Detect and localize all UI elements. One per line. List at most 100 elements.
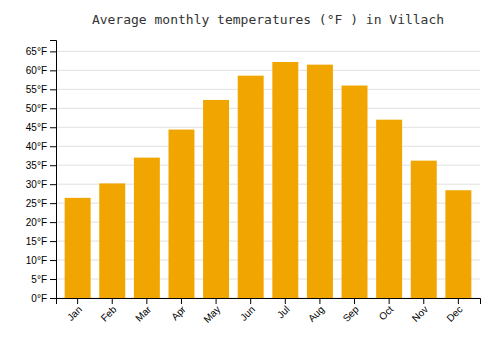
- y-tick: 25°F: [26, 198, 56, 209]
- y-tick-label: 55°F: [26, 84, 47, 95]
- x-tick-mark: [181, 298, 182, 304]
- chart: 0°F 5°F 10°F 15°F 20°F 25°F 30°F 35°F 40°F 45°F 50…: [0, 0, 500, 350]
- y-tick-mark: [50, 241, 56, 242]
- x-tick-label: Feb: [99, 303, 119, 323]
- x-tick-label: Nov: [410, 304, 430, 324]
- y-tick-mark: [50, 165, 56, 166]
- bar: [411, 161, 437, 298]
- x-tick-label: Dec: [444, 304, 464, 324]
- bar: [342, 86, 368, 298]
- y-tick: 20°F: [26, 217, 56, 228]
- y-tick: 30°F: [26, 179, 56, 190]
- x-tick-label: Aug: [306, 304, 326, 324]
- x-axis: JanFebMarAprMayJunJulAugSepOctNovDec: [57, 298, 481, 325]
- x-tick-mark: [285, 298, 286, 304]
- y-tick: 45°F: [26, 122, 56, 133]
- y-tick-label: 35°F: [26, 160, 47, 171]
- bar: [168, 130, 194, 298]
- x-tick: Oct: [377, 298, 396, 322]
- y-tick-label: 15°F: [26, 236, 47, 247]
- bar: [134, 158, 160, 298]
- y-tick-label: 65°F: [26, 46, 47, 57]
- bar: [238, 76, 264, 298]
- x-tick: Dec: [444, 298, 464, 324]
- y-tick: 55°F: [26, 84, 56, 95]
- x-tick-mark: [423, 298, 424, 304]
- x-tick-label: Sep: [341, 303, 362, 324]
- x-tick: Apr: [169, 298, 188, 322]
- x-tick: Sep: [341, 298, 362, 324]
- y-tick: 35°F: [26, 160, 56, 171]
- x-tick-label: Apr: [169, 303, 188, 322]
- y-tick-mark: [50, 222, 56, 223]
- x-tick-mark: [319, 298, 320, 304]
- x-tick-label: Jan: [65, 304, 84, 323]
- bar: [376, 120, 402, 298]
- x-tick-label: May: [201, 304, 222, 325]
- y-tick: 5°F: [31, 274, 56, 285]
- bar: [272, 62, 298, 298]
- x-tick-mark: [112, 298, 113, 304]
- bar: [307, 65, 333, 298]
- y-tick: 40°F: [26, 141, 56, 152]
- y-tick: 65°F: [26, 46, 56, 57]
- x-tick-mark: [354, 298, 355, 304]
- y-tick-mark: [50, 203, 56, 204]
- x-tick-label: Jun: [238, 304, 257, 323]
- x-tick-mark: [146, 298, 147, 304]
- y-axis-line: [50, 41, 57, 299]
- y-tick-label: 30°F: [26, 179, 47, 190]
- title: Average monthly temperatures (°F ) in Vi…: [92, 12, 444, 27]
- grid-line: [56, 89, 480, 90]
- bar: [65, 198, 91, 298]
- x-tick-mark: [216, 298, 217, 304]
- y-tick: 10°F: [26, 255, 56, 266]
- x-tick: Feb: [99, 298, 119, 324]
- y-tick-mark: [50, 146, 56, 147]
- y-axis: 0°F 5°F 10°F 15°F 20°F 25°F 30°F 35°F 40°F 45°F 50…: [26, 41, 57, 304]
- y-tick-label: 20°F: [26, 217, 47, 228]
- grid: [56, 51, 480, 298]
- y-tick-mark: [50, 279, 56, 280]
- x-tick: May: [201, 298, 222, 325]
- y-tick-label: 10°F: [26, 255, 47, 266]
- y-tick-label: 60°F: [26, 65, 47, 76]
- y-tick-label: 0°F: [31, 293, 47, 304]
- x-tick-label: Oct: [377, 304, 396, 323]
- x-tick-mark: [389, 298, 390, 304]
- bar: [99, 183, 125, 298]
- y-tick: 50°F: [26, 103, 56, 114]
- y-tick-mark: [50, 108, 56, 109]
- y-tick-mark: [50, 127, 56, 128]
- x-tick: Jul: [275, 298, 292, 320]
- x-tick: Jun: [238, 298, 257, 323]
- grid-line: [56, 146, 480, 147]
- x-tick-mark: [77, 298, 78, 304]
- x-tick: Nov: [410, 298, 430, 324]
- x-tick-label: Jul: [275, 304, 292, 321]
- y-tick-label: 40°F: [26, 141, 47, 152]
- y-tick-mark: [50, 184, 56, 185]
- y-tick-label: 45°F: [26, 122, 47, 133]
- x-tick: Jan: [65, 298, 84, 323]
- y-tick-label: 25°F: [26, 198, 47, 209]
- y-tick: 0°F: [31, 293, 56, 304]
- grid-line: [56, 127, 480, 128]
- bar: [445, 190, 471, 298]
- y-tick-mark: [50, 70, 56, 71]
- y-tick-mark: [50, 260, 56, 261]
- y-tick-mark: [50, 89, 56, 90]
- grid-line: [56, 108, 480, 109]
- y-tick-label: 5°F: [31, 274, 47, 285]
- y-tick-mark: [50, 51, 56, 52]
- grid-line: [56, 70, 480, 71]
- plot: 0°F 5°F 10°F 15°F 20°F 25°F 30°F 35°F 40°F 45°F 50…: [26, 41, 481, 325]
- y-tick: 60°F: [26, 65, 56, 76]
- bar: [203, 100, 229, 298]
- x-axis-line: [57, 299, 481, 305]
- x-tick: Aug: [306, 298, 326, 324]
- x-tick-mark: [458, 298, 459, 304]
- grid-line: [56, 51, 480, 52]
- y-tick-mark: [50, 298, 56, 299]
- x-tick-mark: [250, 298, 251, 304]
